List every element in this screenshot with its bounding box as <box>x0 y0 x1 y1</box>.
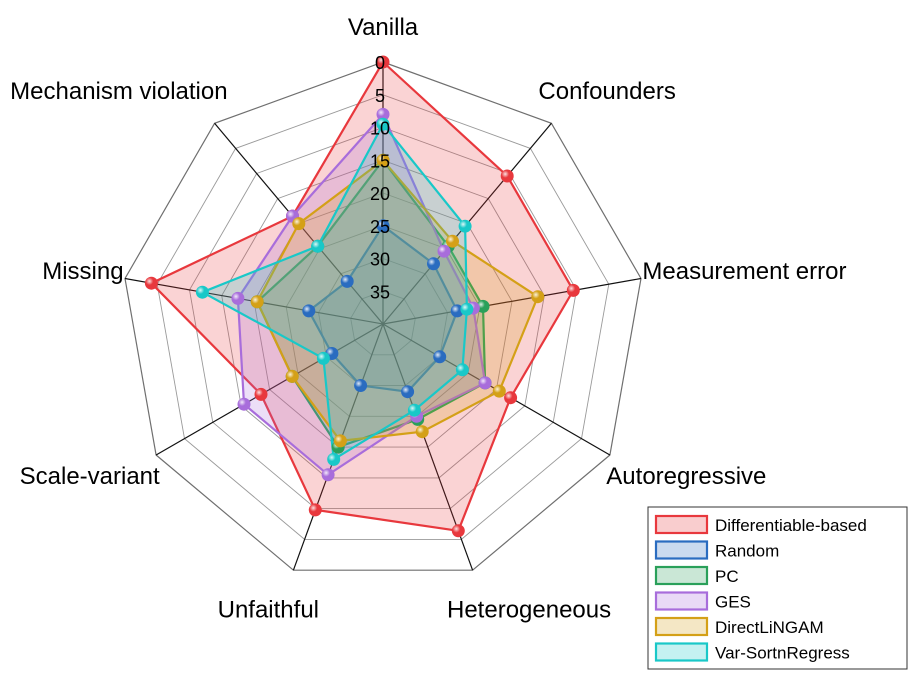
data-point-directlingam <box>446 234 459 248</box>
data-point-random <box>340 274 354 288</box>
legend-label: PC <box>715 567 739 586</box>
data-point-random <box>427 257 440 271</box>
grid-ring <box>221 159 545 479</box>
axis-label-autoregressive: Autoregressive <box>606 463 766 490</box>
data-point-var-sortnregress <box>316 351 330 365</box>
legend-item-directlingam: DirectLiNGAM <box>654 616 824 637</box>
axis-label-vanilla: Vanilla <box>348 14 419 41</box>
data-point-ges <box>437 244 451 258</box>
data-point-var-sortnregress <box>195 285 209 299</box>
grid-ring <box>156 94 610 540</box>
legend-label: Differentiable-based <box>715 516 867 535</box>
series-area-var-sortnregress <box>199 122 469 462</box>
data-point-directlingam <box>285 369 299 383</box>
data-point-directlingam <box>250 295 264 309</box>
legend-swatch <box>654 565 709 586</box>
data-point-differentiable-based <box>500 169 514 183</box>
data-point-ges <box>231 291 245 305</box>
data-point-var-sortnregress <box>458 219 472 233</box>
data-point-directlingam <box>531 290 545 304</box>
legend-item-var-sortnregress: Var-SortnRegress <box>654 642 850 663</box>
series-area-random <box>307 224 459 393</box>
data-point-random <box>433 350 447 364</box>
data-point-ges <box>478 376 492 390</box>
radial-tick-label: 30 <box>370 250 390 270</box>
axis-label-missing: Missing <box>42 258 123 285</box>
radial-tick-label: 25 <box>370 217 390 237</box>
legend-label: Var-SortnRegress <box>715 644 850 663</box>
data-point-directlingam <box>492 384 506 398</box>
legend-swatch <box>654 616 709 637</box>
data-point-var-sortnregress <box>311 239 325 253</box>
data-point-random <box>401 385 415 399</box>
legend-item-random: Random <box>654 540 779 561</box>
grid-ring <box>318 258 448 386</box>
grid-ring <box>124 61 642 571</box>
grid-ring <box>350 290 416 356</box>
data-point-ges <box>376 107 390 121</box>
axis-label-mechanism-violation: Mechanism violation <box>10 78 227 105</box>
data-point-ges <box>237 397 251 411</box>
data-point-var-sortnregress <box>376 117 390 131</box>
axis-label-confounders: Confounders <box>538 78 675 105</box>
data-point-differentiable-based <box>451 524 465 538</box>
radial-tick-label: 0 <box>375 53 385 73</box>
radar-markers <box>144 55 580 538</box>
grid-ring <box>285 225 481 417</box>
data-point-var-sortnregress <box>407 403 421 417</box>
legend-label: GES <box>715 593 751 612</box>
radial-tick-label: 10 <box>370 119 390 139</box>
legend-item-pc: PC <box>654 565 739 586</box>
legend-swatch <box>654 540 709 560</box>
legend-item-differentiable-based: Differentiable-based <box>654 514 867 535</box>
data-point-differentiable-based <box>308 503 322 517</box>
axis-label-scale-variant: Scale-variant <box>20 463 160 490</box>
data-point-differentiable-based <box>254 387 268 401</box>
data-point-pc <box>476 299 490 313</box>
radial-tick-label: 5 <box>375 86 385 106</box>
axis-label-measurement-error: Measurement error <box>642 258 846 285</box>
legend-swatch <box>654 591 709 611</box>
data-point-directlingam <box>415 425 429 439</box>
data-point-differentiable-based <box>376 55 390 69</box>
data-point-differentiable-based <box>504 391 518 405</box>
data-point-random <box>354 379 368 392</box>
radial-tick-labels: 0 5 10 15 20 25 30 35 <box>370 53 390 302</box>
legend-swatch <box>654 642 709 662</box>
data-point-differentiable-based <box>566 283 580 297</box>
data-point-var-sortnregress <box>460 302 474 316</box>
data-point-random <box>450 304 464 318</box>
data-point-directlingam <box>333 434 347 448</box>
radar-series <box>149 60 575 533</box>
axis-spoke <box>382 277 642 325</box>
legend-item-ges: GES <box>654 591 751 612</box>
radial-tick-label: 20 <box>370 184 390 204</box>
legend: Differentiable-based Random PC GES DirectLiN… <box>647 506 908 670</box>
series-area-differentiable-based <box>149 60 575 533</box>
data-point-random <box>302 304 316 318</box>
data-point-ges <box>321 468 335 482</box>
data-point-random <box>376 219 390 233</box>
data-point-var-sortnregress <box>455 363 469 377</box>
axis-labels: Vanilla Confounders Measurement error Autor… <box>10 14 846 624</box>
radial-tick-label: 15 <box>370 151 390 171</box>
legend-swatch <box>654 514 709 535</box>
axis-label-heterogeneous: Heterogeneous <box>447 597 611 624</box>
axis-label-unfaithful: Unfaithful <box>218 597 319 624</box>
grid-ring <box>189 127 577 510</box>
legend-label: Random <box>715 542 779 561</box>
data-point-differentiable-based <box>144 276 158 290</box>
data-point-directlingam <box>376 153 390 167</box>
radial-tick-label: 35 <box>370 282 390 302</box>
data-point-directlingam <box>292 217 306 231</box>
legend-label: DirectLiNGAM <box>715 618 824 637</box>
data-point-var-sortnregress <box>327 452 341 466</box>
axis-spoke <box>155 323 384 456</box>
